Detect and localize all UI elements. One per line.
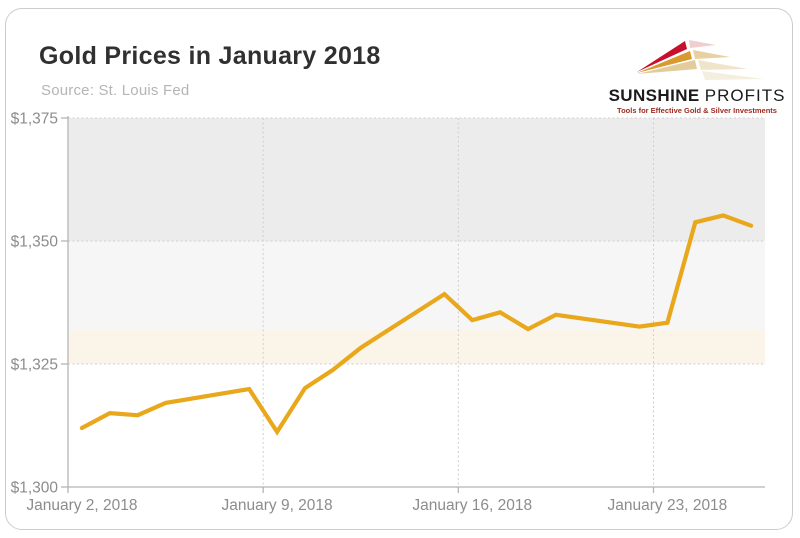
sun-ray-shape [698, 60, 748, 70]
y-tick-label: $1,350 [11, 234, 59, 251]
brand-name-light: PROFITS [704, 86, 786, 105]
brand-logo: SUNSHINE PROFITS Tools for Effective Gol… [606, 29, 788, 115]
price-band [68, 241, 765, 330]
sun-rays-icon [637, 40, 764, 80]
price-band [68, 118, 765, 241]
x-tick-label: January 9, 2018 [222, 497, 333, 514]
sun-ray-shape [637, 41, 687, 72]
sun-ray-shape [637, 51, 692, 73]
sun-ray-shape [702, 71, 764, 80]
y-tick-label: $1,325 [11, 357, 58, 374]
brand-name: SUNSHINE PROFITS [606, 87, 788, 105]
brand-tagline: Tools for Effective Gold & Silver Invest… [617, 106, 777, 115]
x-tick-label: January 16, 2018 [412, 497, 532, 514]
price-band [68, 329, 765, 364]
chart-source: Source: St. Louis Fed [41, 82, 190, 99]
chart-title: Gold Prices in January 2018 [39, 42, 381, 70]
sun-ray-shape [637, 60, 697, 74]
y-tick-label: $1,300 [11, 480, 59, 497]
sun-ray-shape [689, 40, 716, 48]
x-tick-label: January 2, 2018 [26, 497, 137, 514]
x-tick-label: January 23, 2018 [608, 497, 728, 514]
y-tick-label: $1,375 [11, 111, 58, 128]
sun-ray-shape [693, 50, 730, 59]
gold-price-line [79, 213, 754, 436]
brand-name-bold: SUNSHINE [608, 86, 700, 105]
